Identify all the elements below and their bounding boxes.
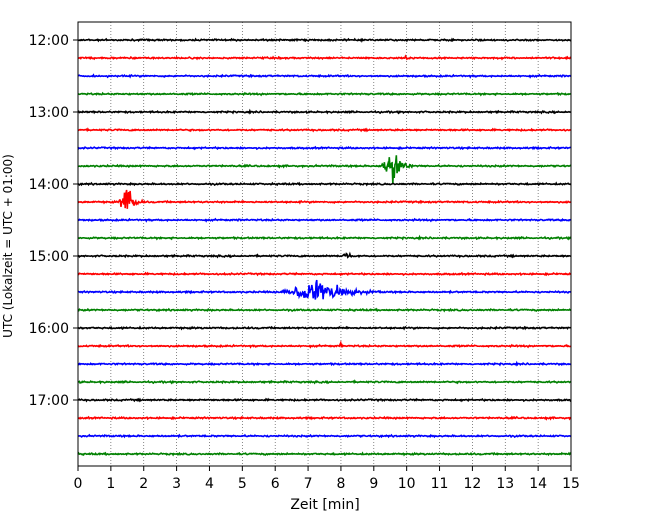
seismic-trace xyxy=(77,91,572,97)
x-tick-label: 14 xyxy=(529,476,547,492)
x-tick-label: 0 xyxy=(74,476,83,492)
x-tick-label: 1 xyxy=(106,476,115,492)
seismic-trace xyxy=(77,181,572,187)
seismic-trace xyxy=(77,279,572,300)
grid-lines xyxy=(110,22,539,466)
seismic-trace xyxy=(77,155,572,184)
seismic-trace xyxy=(77,433,572,439)
seismic-trace xyxy=(77,234,572,241)
seismic-trace xyxy=(77,415,572,421)
y-tick-label: 12:00 xyxy=(29,33,69,49)
y-axis-ticks: 12:00 13:00 14:00 15:00 16:00 17:00 xyxy=(29,33,78,409)
seismic-trace xyxy=(77,54,572,61)
seismic-trace xyxy=(77,217,572,223)
x-tick-label: 9 xyxy=(369,476,378,492)
x-tick-label: 5 xyxy=(238,476,247,492)
x-tick-label: 15 xyxy=(562,476,580,492)
x-axis-label: Zeit [min] xyxy=(290,497,359,513)
seismic-traces xyxy=(77,37,572,457)
x-tick-label: 3 xyxy=(172,476,181,492)
x-tick-label: 8 xyxy=(336,476,345,492)
plot-frame xyxy=(77,21,572,467)
seismic-trace xyxy=(77,451,572,457)
seismic-trace xyxy=(77,340,572,349)
x-tick-label: 7 xyxy=(304,476,313,492)
seismic-trace xyxy=(77,127,572,133)
seismic-trace xyxy=(77,145,572,151)
y-tick-label: 17:00 xyxy=(29,393,69,409)
y-axis-label: UTC (Lokalzeit = UTC + 01:00) xyxy=(1,154,15,338)
seismic-trace xyxy=(77,271,572,277)
seismic-trace xyxy=(77,360,572,367)
x-axis-ticks: 0 1 2 3 4 5 6 7 8 9 10 11 12 13 14 15 xyxy=(74,466,580,492)
y-tick-label: 16:00 xyxy=(29,321,69,337)
x-tick-label: 4 xyxy=(205,476,214,492)
y-tick-label: 13:00 xyxy=(29,105,69,121)
seismic-trace xyxy=(77,73,572,79)
seismic-trace xyxy=(77,397,572,403)
x-tick-label: 11 xyxy=(431,476,449,492)
seismic-trace xyxy=(77,325,572,331)
x-tick-label: 6 xyxy=(271,476,280,492)
seismic-trace xyxy=(77,251,572,259)
x-tick-label: 2 xyxy=(139,476,148,492)
seismic-trace xyxy=(77,189,572,209)
y-tick-label: 15:00 xyxy=(29,249,69,265)
seismic-trace xyxy=(77,307,572,313)
y-tick-label: 14:00 xyxy=(29,177,69,193)
x-tick-label: 10 xyxy=(398,476,416,492)
seismic-trace xyxy=(77,379,572,385)
x-tick-label: 12 xyxy=(463,476,481,492)
seismic-trace xyxy=(77,108,572,115)
x-tick-label: 13 xyxy=(496,476,514,492)
seismic-trace xyxy=(77,37,572,43)
